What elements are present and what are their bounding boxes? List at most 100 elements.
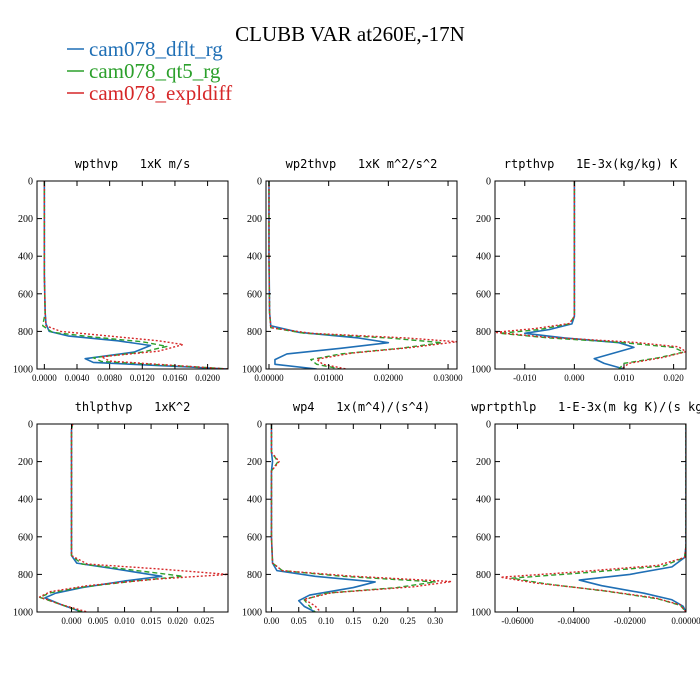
series-line-2: [499, 181, 685, 369]
x-tick-label: 0.0120: [130, 373, 155, 383]
series-line-3: [495, 181, 686, 369]
x-tick-label: 0.000: [61, 616, 82, 626]
series-line-1: [44, 424, 163, 612]
x-tick-label: -0.02000: [614, 616, 647, 626]
chart-panel-2: wp2thvp 1xK m^2/s^2 0 200 400 600 800 10000.00…: [242, 157, 463, 383]
y-tick-label: 0: [486, 420, 491, 431]
y-tick-label: 600: [18, 532, 33, 543]
y-tick-label: 400: [18, 252, 33, 263]
y-tick-label: 200: [247, 214, 262, 225]
panel-title: wprtpthlp 1-E-3x(m kg K)/(s kg): [471, 400, 700, 414]
series-line-3: [499, 424, 686, 612]
y-tick-label: 1000: [242, 365, 262, 376]
y-tick-label: 600: [247, 532, 262, 543]
series-line-1: [270, 424, 376, 612]
series-line-3: [270, 424, 453, 612]
y-tick-label: 1000: [13, 365, 33, 376]
series-line-3: [43, 181, 228, 369]
y-tick-label: 800: [18, 327, 33, 338]
x-tick-label: 0.30: [427, 616, 443, 626]
legend-label: cam078_qt5_rg: [89, 59, 221, 83]
y-tick-label: 800: [247, 327, 262, 338]
x-tick-label: 0.015: [141, 616, 162, 626]
y-tick-label: 1000: [242, 608, 262, 619]
x-tick-label: 0.00000: [254, 373, 284, 383]
y-tick-label: 200: [18, 457, 33, 468]
x-tick-label: -0.010: [513, 373, 537, 383]
y-tick-label: 0: [486, 177, 491, 188]
plot-frame: [36, 423, 229, 613]
y-tick-label: 0: [28, 177, 33, 188]
plot-frame: [265, 180, 458, 370]
x-tick-label: 0.0040: [65, 373, 90, 383]
chart-panel-4: thlpthvp 1xK^2 0 200 400 600 800 1000 0.000 0.00…: [13, 400, 229, 626]
y-tick-label: 0: [257, 177, 262, 188]
plot-frame: [494, 423, 687, 613]
series-line-1: [578, 424, 686, 612]
chart-panel-6: wprtpthlp 1-E-3x(m kg K)/(s kg) 0 200 400 60…: [471, 400, 700, 626]
y-tick-label: 400: [247, 495, 262, 506]
plot-frame: [494, 180, 687, 370]
y-tick-label: 0: [257, 420, 262, 431]
y-tick-label: 1000: [471, 365, 491, 376]
x-tick-label: 0.000: [564, 373, 585, 383]
x-tick-label: 0.20: [373, 616, 389, 626]
x-tick-label: 0.05: [291, 616, 307, 626]
y-tick-label: 600: [476, 532, 491, 543]
x-tick-label: 0.15: [345, 616, 361, 626]
y-tick-label: 200: [476, 214, 491, 225]
x-tick-label: 0.01000: [314, 373, 344, 383]
series-line-2: [270, 424, 436, 612]
panel-title: wpthvp 1xK m/s: [75, 157, 191, 171]
x-tick-label: 0.02000: [374, 373, 404, 383]
x-tick-label: -0.04000: [558, 616, 591, 626]
y-tick-label: 400: [476, 252, 491, 263]
x-tick-label: -0.06000: [501, 616, 534, 626]
y-tick-label: 800: [247, 570, 262, 581]
x-tick-label: 0.0160: [163, 373, 188, 383]
panel-title: thlpthvp 1xK^2: [75, 400, 191, 414]
x-tick-label: 0.020: [167, 616, 188, 626]
y-tick-label: 800: [476, 570, 491, 581]
series-line-2: [268, 181, 443, 369]
x-tick-label: 0.00000: [671, 616, 700, 626]
x-tick-label: 0.25: [400, 616, 416, 626]
y-tick-label: 400: [18, 495, 33, 506]
panel-title: wp2thvp 1xK m^2/s^2: [286, 157, 438, 171]
x-tick-label: 0.0000: [32, 373, 57, 383]
x-tick-label: 0.025: [194, 616, 215, 626]
x-tick-label: 0.00: [264, 616, 280, 626]
x-tick-label: 0.10: [318, 616, 334, 626]
y-tick-label: 200: [18, 214, 33, 225]
chart-panel-3: rtpthvp 1E-3x(kg/kg) K 0 200 400 600 800 1000 -…: [471, 157, 687, 383]
y-tick-label: 800: [476, 327, 491, 338]
legend-label: cam078_dflt_rg: [89, 37, 223, 61]
y-tick-label: 600: [476, 289, 491, 300]
figure-title: CLUBB VAR at260E,-17N: [235, 22, 465, 46]
y-tick-label: 200: [476, 457, 491, 468]
x-tick-label: 0.005: [88, 616, 109, 626]
x-tick-label: 0.0080: [97, 373, 122, 383]
y-tick-label: 200: [247, 457, 262, 468]
y-tick-label: 1000: [13, 608, 33, 619]
y-tick-label: 400: [247, 252, 262, 263]
series-line-3: [268, 181, 457, 369]
y-tick-label: 400: [476, 495, 491, 506]
y-tick-label: 1000: [471, 608, 491, 619]
plot-frame: [36, 180, 229, 370]
series-line-1: [268, 181, 390, 369]
y-tick-label: 800: [18, 570, 33, 581]
x-tick-label: 0.03000: [433, 373, 463, 383]
y-tick-label: 600: [247, 289, 262, 300]
legend: cam078_dflt_rgcam078_qt5_rgcam078_expldi…: [67, 37, 232, 105]
x-tick-label: 0.020: [663, 373, 684, 383]
panel-title: rtpthvp 1E-3x(kg/kg) K: [504, 157, 678, 171]
series-line-3: [38, 424, 228, 612]
x-tick-label: 0.0200: [195, 373, 220, 383]
x-tick-label: 0.010: [114, 616, 135, 626]
y-tick-label: 600: [18, 289, 33, 300]
